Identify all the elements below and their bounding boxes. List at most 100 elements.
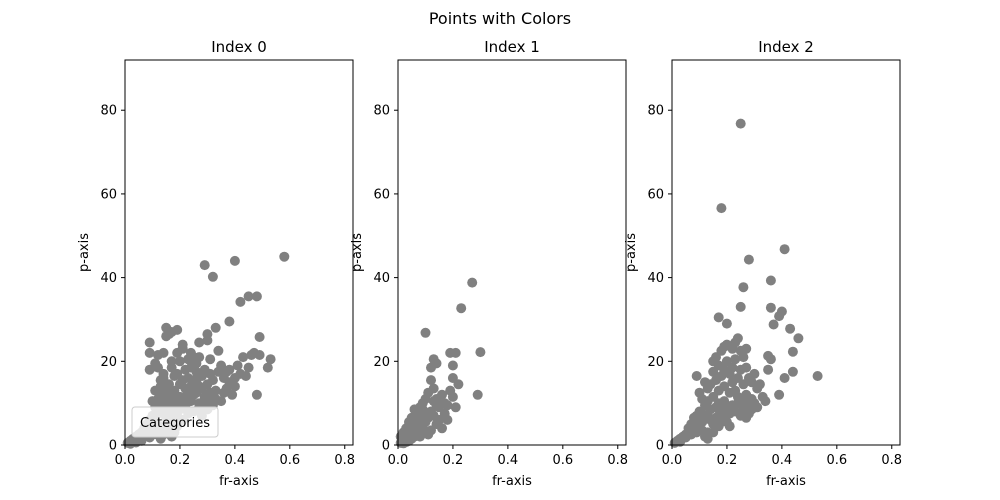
scatter-point xyxy=(754,379,765,390)
scatter-point xyxy=(746,404,757,415)
scatter-point xyxy=(183,354,194,365)
scatter-point xyxy=(243,291,254,302)
scatter-point xyxy=(207,375,218,386)
scatter-point xyxy=(721,318,732,329)
scatter-point xyxy=(194,337,205,348)
scatter-point xyxy=(262,362,273,373)
scatter-point xyxy=(254,332,265,342)
scatter-point xyxy=(442,414,453,425)
scatter-point xyxy=(447,391,458,402)
scatter-point xyxy=(227,389,238,400)
scatter-point xyxy=(475,347,486,358)
x-tick-label: 0.6 xyxy=(826,453,847,468)
scatter-point xyxy=(210,385,221,396)
x-tick-label: 0.8 xyxy=(881,453,902,468)
scatter-point xyxy=(254,350,265,360)
x-axis-label: fr-axis xyxy=(219,474,259,489)
scatter-point xyxy=(785,323,796,334)
scatter-point xyxy=(279,251,290,262)
scatter-point xyxy=(232,360,243,371)
scatter-point xyxy=(426,375,436,386)
scatter-points xyxy=(395,277,486,449)
subplot-title: Index 1 xyxy=(484,38,540,56)
legend-title: Categories xyxy=(140,416,210,431)
scatter-point xyxy=(741,343,752,354)
y-tick-label: 60 xyxy=(373,187,390,202)
y-tick-label: 80 xyxy=(647,104,664,119)
legend: Categories xyxy=(131,406,219,438)
legend-box xyxy=(131,406,219,438)
scatter-point xyxy=(194,381,205,392)
y-tick-label: 60 xyxy=(647,187,664,202)
scatter-point xyxy=(164,387,174,398)
scatter-point xyxy=(763,364,774,375)
scatter-point xyxy=(708,427,719,438)
subplot-title: Index 2 xyxy=(758,38,814,56)
scatter-point xyxy=(172,324,183,335)
y-tick-label: 40 xyxy=(100,271,117,286)
scatter-point xyxy=(265,354,276,365)
scatter-point xyxy=(243,362,254,373)
axes-frame xyxy=(397,59,627,446)
subplot-title: Index 0 xyxy=(211,38,267,56)
x-tick-label: 0.6 xyxy=(279,453,300,468)
scatter-point xyxy=(765,354,776,365)
scatter-point xyxy=(724,421,735,432)
x-tick-label: 0.2 xyxy=(170,453,191,468)
scatter-point xyxy=(779,244,790,255)
scatter-point xyxy=(144,347,155,358)
scatter-point xyxy=(727,362,738,373)
scatter-point xyxy=(174,356,185,367)
scatter-point xyxy=(205,354,216,365)
x-tick-label: 0.2 xyxy=(443,453,464,468)
scatter-point xyxy=(779,373,790,383)
scatter-point xyxy=(765,275,776,286)
scatter-point xyxy=(787,346,798,357)
x-tick-label: 0.0 xyxy=(388,453,409,468)
scatter-point xyxy=(158,347,169,358)
scatter-point xyxy=(472,389,483,400)
scatter-point xyxy=(732,333,743,344)
y-tick-label: 40 xyxy=(373,271,390,286)
scatter-point xyxy=(428,396,439,407)
x-axis-label: fr-axis xyxy=(766,474,806,489)
scatter-point xyxy=(735,301,746,312)
scatter-point xyxy=(251,291,262,302)
scatter-point xyxy=(183,389,194,400)
x-tick-label: 0.2 xyxy=(717,453,738,468)
y-tick-label: 20 xyxy=(100,355,117,370)
y-tick-label: 0 xyxy=(109,439,117,454)
subplot-panels: 0.0 0.2 0.4 0.6 0.8 0 20 40 60 80 Index 0 fr-axis p-… xyxy=(77,38,902,489)
scatter-point xyxy=(210,322,221,333)
scatter-point xyxy=(450,347,461,358)
scatter-point xyxy=(774,389,785,400)
scatter-point xyxy=(719,404,730,415)
scatter-point xyxy=(760,396,771,407)
x-tick-label: 0.0 xyxy=(115,453,136,468)
scatter-point xyxy=(738,282,749,293)
axes-frame xyxy=(124,59,354,446)
subplot-index-0: 0.0 0.2 0.4 0.6 0.8 0 20 40 60 80 Index 0 fr-axis p-… xyxy=(77,38,355,489)
scatter-point xyxy=(136,435,147,446)
scatter-point xyxy=(467,277,478,288)
scatter-point xyxy=(713,312,724,323)
scatter-point xyxy=(415,422,425,433)
scatter-point xyxy=(456,303,467,314)
scatter-point xyxy=(199,260,210,271)
scatter-point xyxy=(240,371,251,381)
scatter-point xyxy=(738,352,749,363)
scatter-point xyxy=(238,352,249,363)
y-tick-label: 20 xyxy=(647,355,664,370)
scatter-point xyxy=(191,358,202,369)
scatter-point xyxy=(155,381,166,392)
scatter-point xyxy=(730,354,741,365)
scatter-point xyxy=(812,371,823,381)
scatter-point xyxy=(420,327,431,338)
scatter-point xyxy=(749,368,760,379)
scatter-point xyxy=(793,333,804,344)
scatter-point xyxy=(174,379,185,390)
y-tick-label: 80 xyxy=(373,104,390,119)
scatter-point xyxy=(202,335,213,346)
scatter-point xyxy=(166,356,177,367)
